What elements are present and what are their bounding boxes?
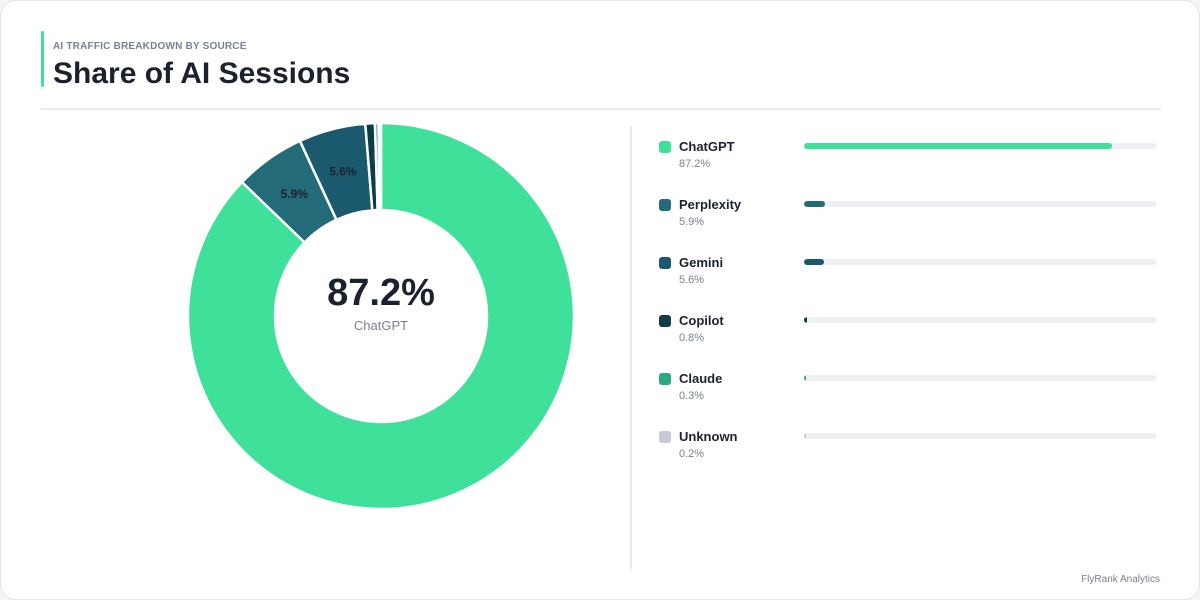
legend-swatch-claude — [659, 373, 671, 385]
legend-bar-claude — [804, 375, 806, 381]
legend-swatch-chatgpt — [659, 141, 671, 153]
legend-label-gemini: Gemini — [679, 255, 724, 270]
legend-label-unknown: Unknown — [679, 429, 738, 444]
legend-bar-track-perplexity — [804, 201, 1157, 207]
legend-bar-perplexity — [804, 201, 825, 207]
header-accent-bar — [41, 31, 44, 87]
legend-swatch-gemini — [659, 257, 671, 269]
header-divider — [41, 108, 1161, 110]
chart-title: Share of AI Sessions — [53, 57, 351, 90]
legend-swatch-perplexity — [659, 199, 671, 211]
legend-item-copilot: Copilot 0.8% — [659, 313, 1159, 353]
legend-item-claude: Claude 0.3% — [659, 371, 1159, 411]
donut-slice-unknown — [377, 121, 383, 212]
footer-credit: FlyRank Analytics — [1081, 574, 1160, 585]
donut-center-label: ChatGPT — [354, 318, 408, 333]
legend-value-gemini: 5.6% — [679, 274, 705, 286]
legend-label-perplexity: Perplexity — [679, 197, 742, 212]
legend-bar-chatgpt — [804, 143, 1112, 149]
donut-slice-chatgpt — [186, 121, 576, 511]
legend-item-gemini: Gemini 5.6% — [659, 255, 1159, 295]
legend-value-claude: 0.3% — [679, 390, 705, 402]
legend-bar-copilot — [804, 317, 807, 323]
legend-label-copilot: Copilot — [679, 313, 724, 328]
slice-label-perplexity: 5.9% — [281, 187, 309, 201]
legend-label-claude: Claude — [679, 371, 723, 386]
legend-item-chatgpt: ChatGPT 87.2% — [659, 139, 1159, 179]
legend-item-perplexity: Perplexity 5.9% — [659, 197, 1159, 237]
legend-swatch-unknown — [659, 431, 671, 443]
legend-bar-track-gemini — [804, 259, 1157, 265]
section-divider — [630, 126, 632, 569]
donut-chart: 5.9% 5.6% 87.2% ChatGPT — [186, 121, 576, 511]
legend-value-copilot: 0.8% — [679, 332, 705, 344]
legend-bar-unknown — [804, 433, 806, 439]
slice-label-gemini: 5.6% — [329, 164, 357, 178]
legend-bar-track-copilot — [804, 317, 1157, 323]
legend-bar-track-chatgpt — [804, 143, 1157, 149]
chart-subtitle: AI TRAFFIC BREAKDOWN BY SOURCE — [53, 41, 247, 52]
legend-item-unknown: Unknown 0.2% — [659, 429, 1159, 469]
donut-center-value: 87.2% — [327, 272, 435, 314]
legend-label-chatgpt: ChatGPT — [679, 139, 735, 154]
legend-value-perplexity: 5.9% — [679, 216, 705, 228]
legend-bar-track-claude — [804, 375, 1157, 381]
legend-value-unknown: 0.2% — [679, 448, 705, 460]
donut-slices — [186, 121, 576, 511]
legend-value-chatgpt: 87.2% — [679, 158, 711, 170]
legend-swatch-copilot — [659, 315, 671, 327]
legend-bar-gemini — [804, 259, 824, 265]
donut-slice-labels: 5.9% 5.6% — [281, 164, 357, 201]
legend-bar-track-unknown — [804, 433, 1157, 439]
